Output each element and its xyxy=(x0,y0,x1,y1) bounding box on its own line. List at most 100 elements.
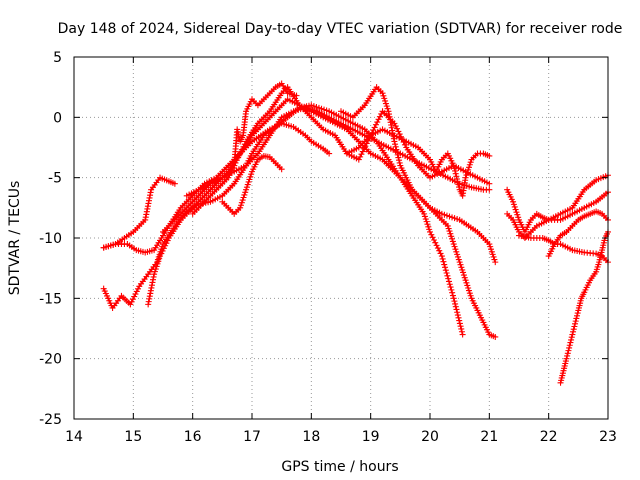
data-point xyxy=(486,186,493,193)
data-point xyxy=(445,278,452,285)
data-point xyxy=(128,298,135,305)
data-point xyxy=(243,186,250,193)
data-point xyxy=(164,237,171,244)
x-tick-label: 16 xyxy=(184,429,202,445)
data-point xyxy=(446,228,453,235)
data-point xyxy=(381,95,388,102)
data-point xyxy=(383,103,390,110)
data-point xyxy=(457,261,464,268)
x-tick-label: 17 xyxy=(243,429,261,445)
data-point xyxy=(436,247,443,254)
data-point xyxy=(395,154,402,161)
data-point xyxy=(467,292,474,299)
data-point xyxy=(456,184,463,191)
data-point xyxy=(442,264,449,271)
data-point xyxy=(449,238,456,245)
data-point xyxy=(487,243,494,250)
data-point xyxy=(237,202,244,209)
data-point xyxy=(489,251,496,258)
data-point xyxy=(567,339,574,346)
data-point xyxy=(454,309,461,316)
data-point xyxy=(514,211,521,218)
series-track-c xyxy=(100,102,466,338)
data-point xyxy=(444,222,451,229)
data-point xyxy=(162,242,169,249)
data-point xyxy=(153,263,160,270)
data-point xyxy=(458,325,465,332)
series-track-n xyxy=(545,208,611,260)
data-point xyxy=(452,300,459,307)
data-point xyxy=(443,269,450,276)
data-point xyxy=(564,352,571,359)
data-point xyxy=(425,223,432,230)
y-tick-label: 5 xyxy=(53,50,62,66)
data-point xyxy=(392,143,399,150)
data-point xyxy=(433,242,440,249)
data-point xyxy=(394,149,401,156)
data-point xyxy=(465,284,472,291)
data-point xyxy=(379,90,386,97)
data-point xyxy=(465,164,472,171)
data-point xyxy=(396,157,403,164)
data-point xyxy=(159,247,166,254)
series-layer xyxy=(100,80,611,386)
series-track-l xyxy=(504,189,611,241)
data-point xyxy=(158,250,165,257)
data-point xyxy=(151,271,158,278)
data-point xyxy=(511,203,518,210)
data-point xyxy=(569,331,576,338)
data-point xyxy=(454,312,461,319)
data-point xyxy=(453,173,460,180)
data-point xyxy=(461,274,468,281)
data-point xyxy=(393,146,400,153)
data-point xyxy=(464,282,471,289)
data-point xyxy=(455,314,462,321)
data-point xyxy=(456,259,463,266)
data-point xyxy=(458,328,465,335)
data-point xyxy=(357,153,364,160)
data-point xyxy=(421,210,428,217)
data-point xyxy=(421,213,428,220)
data-point xyxy=(464,169,471,176)
data-point xyxy=(241,191,248,198)
y-tick-label: -20 xyxy=(39,352,62,368)
data-point xyxy=(450,162,457,169)
data-point xyxy=(449,235,456,242)
data-point xyxy=(452,303,459,310)
data-point xyxy=(429,234,436,241)
data-point xyxy=(488,248,495,255)
data-point xyxy=(454,253,461,260)
data-point xyxy=(512,206,519,213)
data-point xyxy=(570,326,577,333)
data-point xyxy=(426,226,433,233)
data-point xyxy=(163,240,170,247)
data-point xyxy=(248,171,255,178)
data-point xyxy=(243,184,250,191)
data-point xyxy=(490,253,497,260)
data-point xyxy=(566,344,573,351)
data-point xyxy=(513,209,520,216)
series-track-h xyxy=(189,80,300,217)
data-point xyxy=(449,292,456,299)
data-point xyxy=(441,261,448,268)
data-point xyxy=(240,194,247,201)
data-point xyxy=(434,245,441,252)
series-line xyxy=(102,104,464,335)
data-point xyxy=(355,156,362,163)
data-point xyxy=(156,255,163,262)
data-point xyxy=(445,275,452,282)
data-point xyxy=(131,293,138,300)
data-point xyxy=(127,301,134,308)
data-point xyxy=(241,141,248,148)
data-point xyxy=(437,250,444,257)
data-point xyxy=(446,281,453,288)
data-point xyxy=(460,269,467,276)
data-point xyxy=(515,214,522,221)
data-point xyxy=(378,110,385,117)
data-point xyxy=(132,291,139,298)
data-point xyxy=(570,328,577,335)
data-point xyxy=(452,170,459,177)
data-point xyxy=(462,277,469,284)
data-point xyxy=(394,151,401,158)
data-point xyxy=(396,159,403,166)
